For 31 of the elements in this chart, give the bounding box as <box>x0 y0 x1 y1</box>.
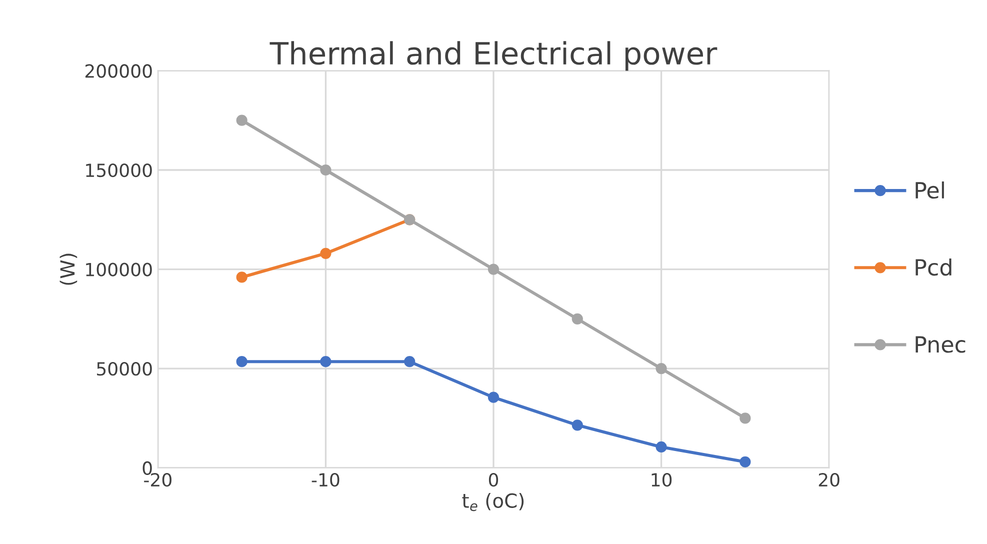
point <box>656 441 667 453</box>
point <box>404 356 416 368</box>
point <box>320 356 332 368</box>
y-tick-label: 150000 <box>86 163 152 178</box>
y-tick-label: 100000 <box>86 262 152 276</box>
point <box>236 114 248 126</box>
point <box>488 392 500 403</box>
point <box>236 356 248 368</box>
point <box>236 272 248 283</box>
point <box>572 313 583 324</box>
y-axis-title: (W) <box>60 254 78 285</box>
x-tick-label: -10 <box>312 473 340 487</box>
legend-label: Pnec <box>916 336 966 353</box>
point <box>740 412 751 424</box>
x-tick-label: 20 <box>818 473 840 487</box>
x-axis-title: t$_{e}$ (oC) <box>462 492 524 512</box>
point <box>740 456 751 468</box>
point <box>488 264 500 275</box>
chart-title: Thermal and Electrical power <box>270 41 718 71</box>
point <box>320 248 332 259</box>
x-tick-label: -20 <box>144 473 172 487</box>
point <box>320 164 332 176</box>
legend-label: Pcd <box>916 258 952 276</box>
legend-label: Pel <box>916 181 944 199</box>
y-tick-label: 50000 <box>97 362 152 376</box>
x-tick-label: 0 <box>488 473 498 487</box>
point <box>572 420 583 431</box>
y-tick-label: 0 <box>142 461 152 475</box>
x-tick-label: 10 <box>652 473 672 487</box>
y-tick-label: 200000 <box>85 64 152 78</box>
point <box>656 363 667 374</box>
